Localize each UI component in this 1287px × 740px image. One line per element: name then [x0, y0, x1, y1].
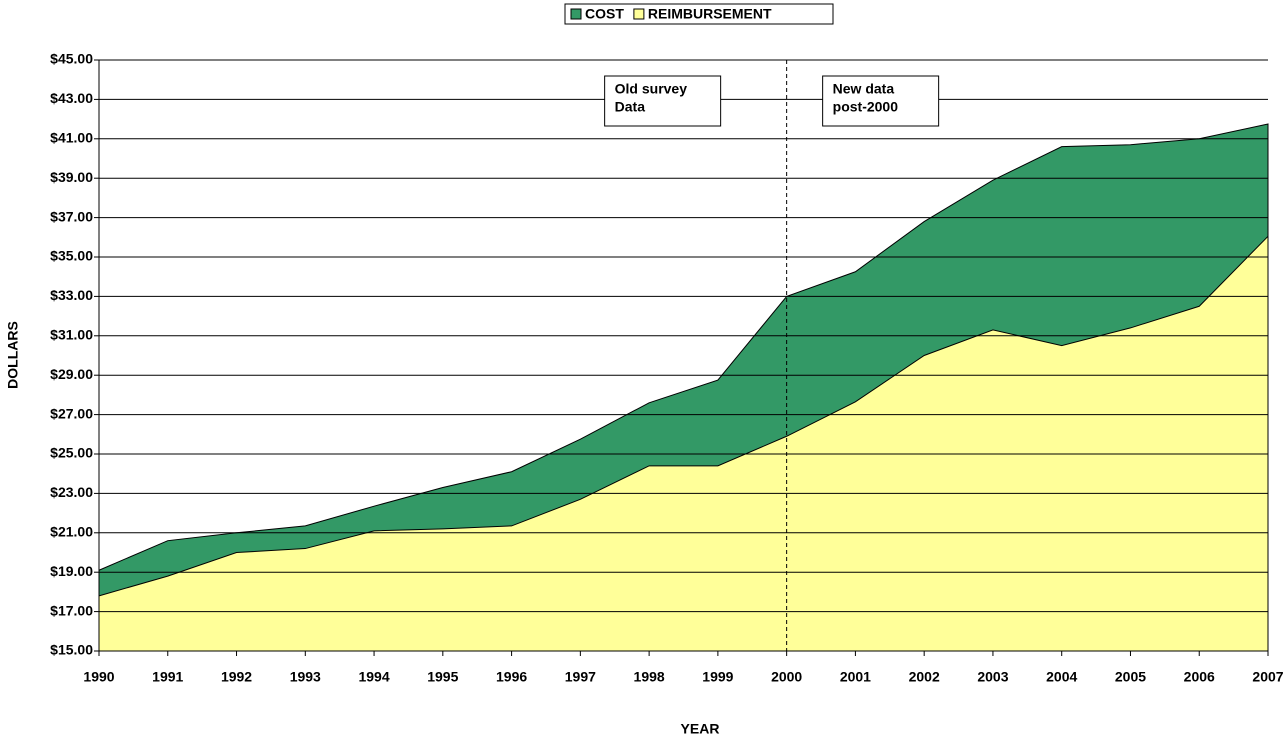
x-tick-label: 1990 [83, 669, 114, 685]
annotation-box [822, 75, 940, 127]
legend-swatch [633, 8, 645, 20]
y-tick-label: $45.00 [50, 51, 93, 67]
y-tick-label: $41.00 [50, 130, 93, 146]
annotation-text: Old survey [615, 81, 688, 97]
legend-box [564, 3, 834, 25]
x-tick-label: 1992 [221, 669, 252, 685]
y-tick-label: $39.00 [50, 169, 93, 185]
y-tick-label: $43.00 [50, 90, 93, 106]
x-tick-label: 2003 [977, 669, 1008, 685]
x-tick-label: 1996 [496, 669, 527, 685]
x-tick-label: 1991 [152, 669, 183, 685]
y-tick-label: $25.00 [50, 445, 93, 461]
y-axis-label: DOLLARS [5, 321, 21, 389]
y-tick-label: $23.00 [50, 484, 93, 500]
legend-label: REIMBURSEMENT [648, 6, 772, 22]
y-tick-label: $27.00 [50, 405, 93, 421]
x-tick-label: 2002 [909, 669, 940, 685]
y-tick-label: $21.00 [50, 524, 93, 540]
y-tick-label: $35.00 [50, 248, 93, 264]
y-tick-label: $29.00 [50, 366, 93, 382]
y-tick-label: $31.00 [50, 327, 93, 343]
x-tick-label: 1994 [358, 669, 389, 685]
x-tick-label: 1998 [634, 669, 665, 685]
legend-label: COST [585, 6, 624, 22]
y-tick-label: $15.00 [50, 642, 93, 658]
annotation-text: Data [615, 99, 646, 115]
y-tick-label: $19.00 [50, 563, 93, 579]
x-tick-label: 2004 [1046, 669, 1077, 685]
x-tick-label: 2006 [1184, 669, 1215, 685]
x-axis-label: YEAR [681, 721, 720, 737]
x-tick-label: 2001 [840, 669, 871, 685]
legend-swatch [570, 8, 582, 20]
x-tick-label: 1997 [565, 669, 596, 685]
x-tick-label: 2000 [771, 669, 802, 685]
x-tick-label: 2007 [1252, 669, 1283, 685]
y-tick-label: $37.00 [50, 208, 93, 224]
annotation-box [604, 75, 722, 127]
x-tick-label: 1995 [427, 669, 458, 685]
y-tick-label: $17.00 [50, 602, 93, 618]
y-tick-label: $33.00 [50, 287, 93, 303]
x-tick-label: 1993 [290, 669, 321, 685]
x-tick-label: 1999 [702, 669, 733, 685]
annotation-text: New data [833, 81, 895, 97]
x-tick-label: 2005 [1115, 669, 1146, 685]
annotation-text: post-2000 [833, 99, 899, 115]
area [98, 235, 1269, 652]
